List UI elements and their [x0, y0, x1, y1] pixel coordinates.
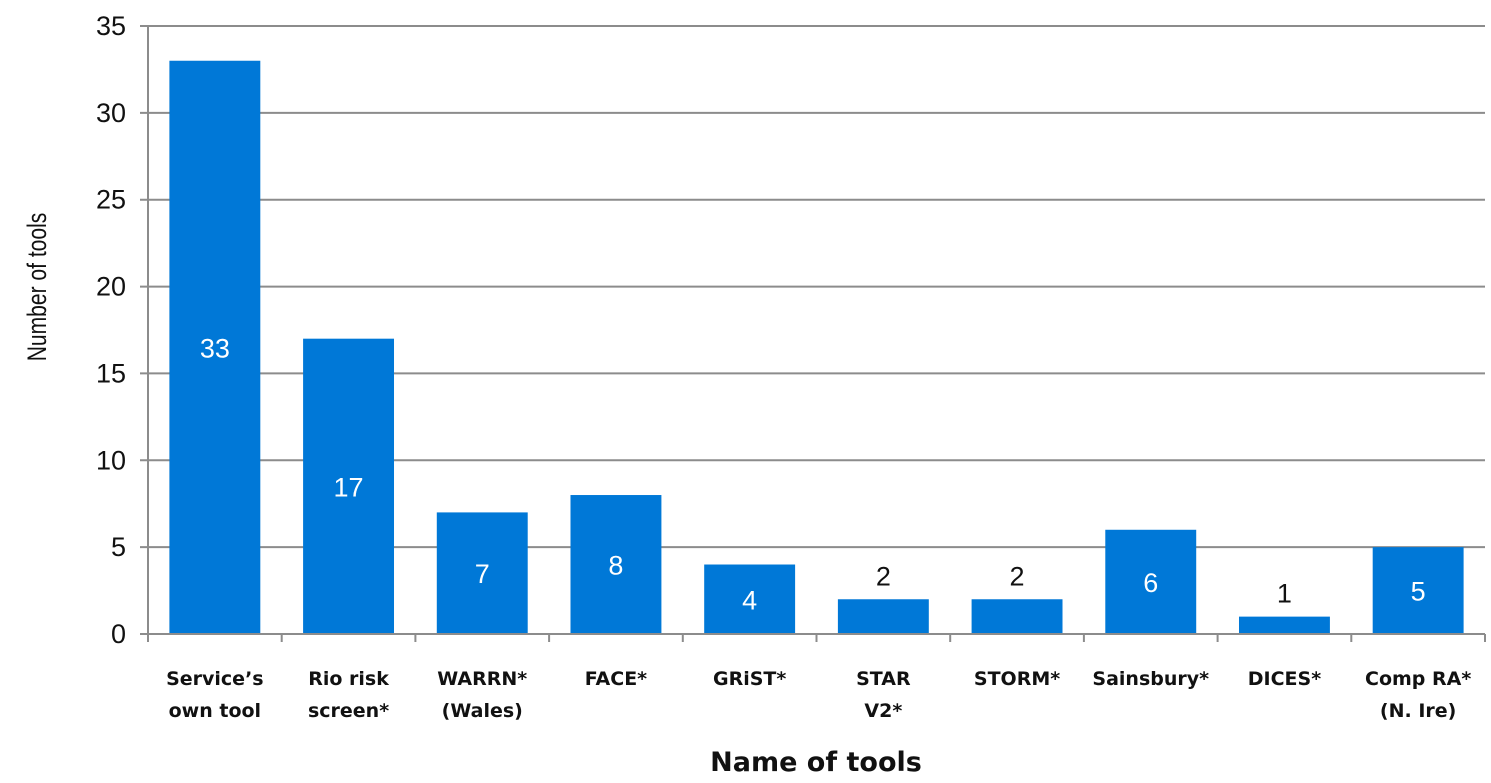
x-tick-label: V2* [864, 700, 902, 722]
y-tick-label: 15 [96, 358, 126, 388]
bar [971, 599, 1063, 634]
y-tick-label: 5 [111, 532, 126, 562]
x-tick-label: (N. Ire) [1380, 700, 1456, 722]
bar-data-label: 2 [1010, 561, 1025, 591]
x-axis-tick-labels: Service’s own tool Rio risk screen* WARRN* (W… [166, 668, 1471, 722]
bar [169, 60, 261, 634]
x-tick-label: Sainsbury* [1092, 668, 1209, 690]
bar [704, 564, 796, 634]
y-tick-label: 0 [111, 619, 126, 649]
bar-data-label: 8 [608, 551, 623, 581]
x-tick-label: DICES* [1248, 668, 1321, 690]
bars [169, 60, 1464, 634]
y-axis-title: Number of tools [23, 213, 53, 362]
x-tick-label: FACE* [585, 668, 647, 690]
bar-data-label: 1 [1277, 579, 1292, 609]
bar-data-label: 6 [1143, 568, 1158, 598]
x-axis [140, 26, 1486, 642]
bar-data-label: 4 [742, 585, 757, 615]
y-tick-label: 20 [96, 272, 126, 302]
bar-data-labels: 33 17 7 8 4 2 2 6 1 5 [200, 333, 1426, 615]
bar [303, 338, 395, 634]
x-tick-label: GRiST* [713, 668, 786, 690]
bar [570, 495, 662, 634]
bar [1238, 616, 1330, 634]
bar [837, 599, 929, 634]
x-axis-title: Name of tools [710, 747, 922, 778]
bar-data-label: 33 [200, 333, 230, 363]
x-tick-label: WARRN* [437, 668, 527, 690]
x-tick-label: STAR [856, 668, 911, 690]
x-tick-label: STORM* [974, 668, 1060, 690]
bar [436, 512, 528, 634]
y-tick-label: 25 [96, 185, 126, 215]
bar-data-label: 5 [1411, 577, 1426, 607]
x-tick-label: screen* [308, 700, 389, 722]
x-tick-label: own tool [169, 700, 261, 722]
bar [1105, 529, 1197, 634]
bar-data-label: 2 [876, 561, 891, 591]
y-axis-ticks: 0 5 10 15 20 25 30 35 [96, 11, 126, 649]
x-tick-label: Service’s [166, 668, 264, 690]
x-tick-label: Rio risk [308, 668, 389, 690]
bar-data-label: 7 [475, 559, 490, 589]
x-tick-label: (Wales) [442, 700, 523, 722]
y-tick-label: 10 [96, 445, 126, 475]
bar-data-label: 17 [334, 472, 364, 502]
y-tick-label: 35 [96, 11, 126, 41]
y-tick-label: 30 [96, 98, 126, 128]
bar [1372, 547, 1464, 634]
x-tick-label: Comp RA* [1365, 668, 1471, 690]
